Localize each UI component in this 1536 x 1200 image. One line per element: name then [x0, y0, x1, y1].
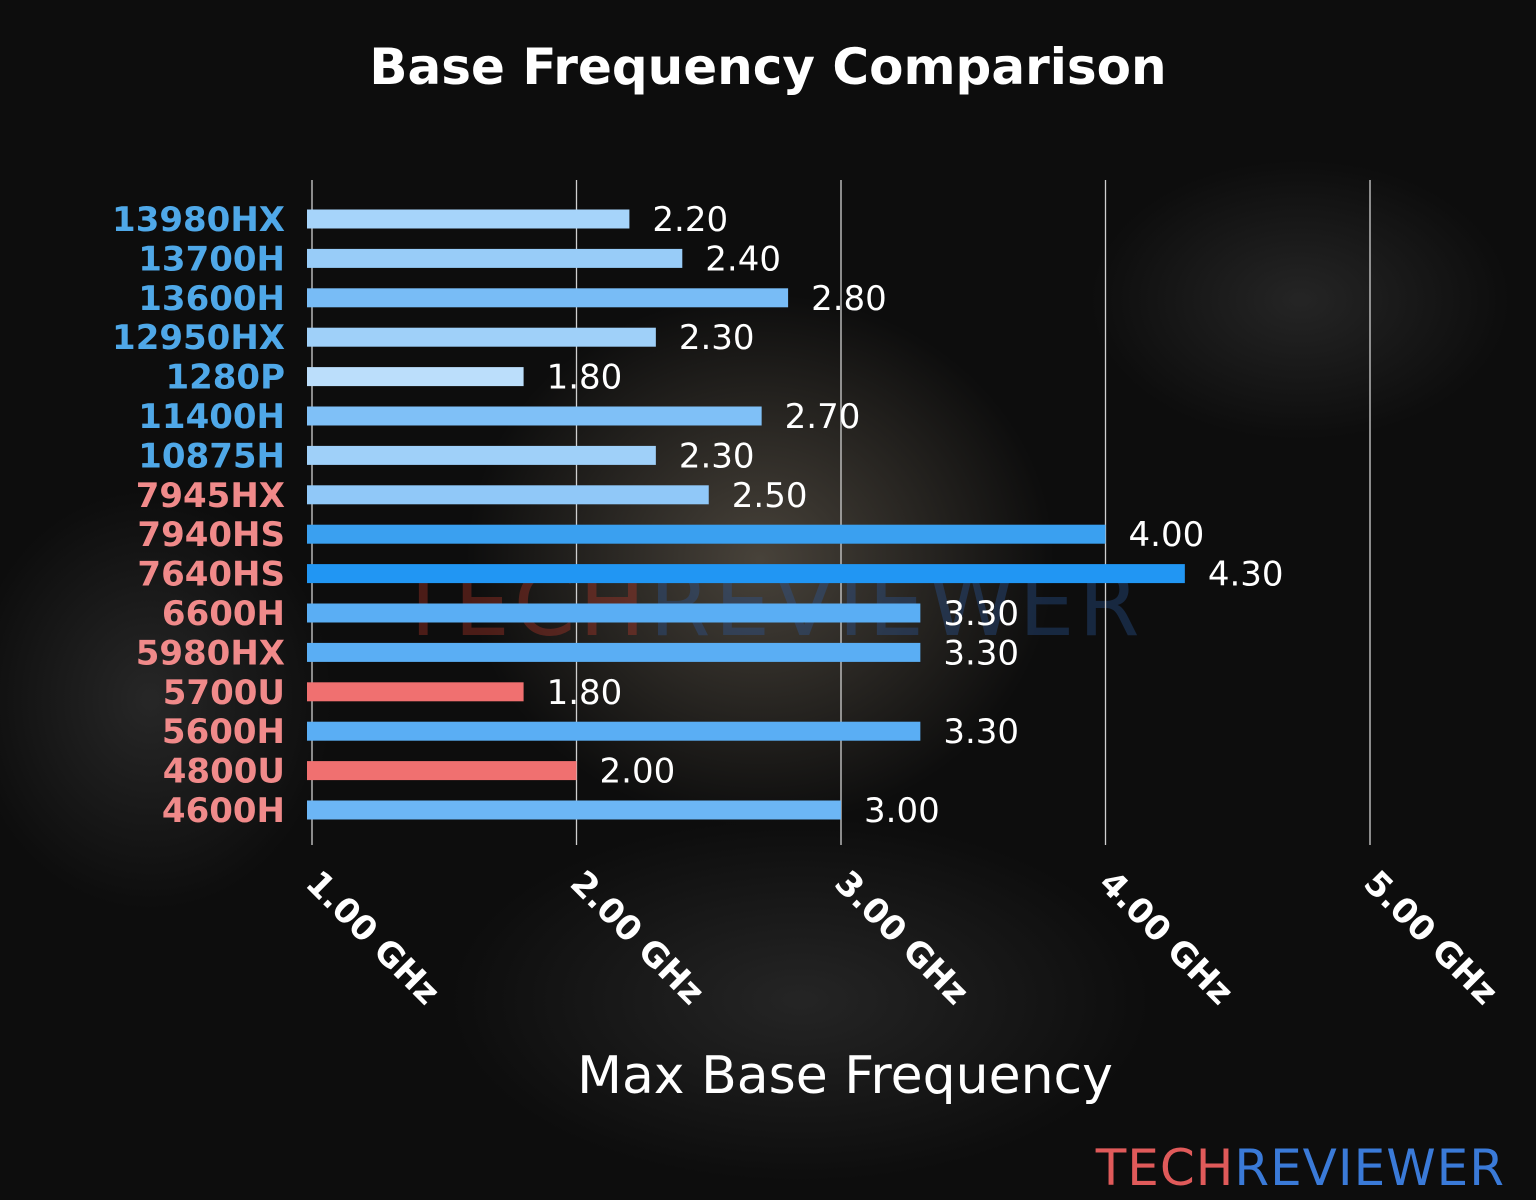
category-label: 7940HS — [137, 515, 285, 555]
value-label: 1.80 — [547, 358, 623, 398]
value-label: 4.30 — [1208, 555, 1284, 595]
value-label: 2.20 — [652, 200, 728, 240]
category-label: 6600H — [162, 594, 285, 634]
value-label: 3.30 — [943, 633, 1019, 673]
bar — [307, 564, 1185, 584]
bar — [307, 248, 683, 268]
bar — [307, 603, 921, 623]
category-label: 13700H — [138, 239, 285, 279]
x-axis-label: Max Base Frequency — [577, 1046, 1113, 1106]
value-label: 4.00 — [1129, 515, 1205, 555]
value-label: 2.00 — [600, 752, 676, 792]
bar — [307, 288, 789, 308]
value-label: 3.00 — [864, 791, 940, 831]
bar — [307, 445, 656, 465]
category-label: 7640HS — [137, 555, 285, 595]
value-label: 2.30 — [679, 436, 755, 476]
value-label: 2.50 — [732, 476, 808, 516]
bar — [307, 642, 921, 662]
category-label: 4800U — [163, 752, 285, 792]
x-tick-label: 1.00 GHz — [298, 863, 448, 1013]
bar — [307, 761, 577, 781]
x-tick-label: 5.00 GHz — [1356, 863, 1506, 1013]
value-label: 3.30 — [943, 712, 1019, 752]
value-label: 2.40 — [705, 239, 781, 279]
category-label: 11400H — [138, 397, 285, 437]
category-label: 12950HX — [112, 318, 285, 358]
logo-part1: TECH — [1095, 1139, 1235, 1197]
bar — [307, 721, 921, 741]
bar — [307, 682, 524, 702]
category-label: 10875H — [138, 436, 285, 476]
category-label: 7945HX — [136, 476, 285, 516]
category-label: 13600H — [138, 279, 285, 319]
bar — [307, 209, 630, 229]
value-label: 2.80 — [811, 279, 887, 319]
bar — [307, 485, 709, 505]
category-label: 1280P — [165, 358, 285, 398]
x-tick-label: 2.00 GHz — [562, 863, 712, 1013]
bar — [307, 524, 1106, 544]
category-label: 5600H — [162, 712, 285, 752]
x-tick-label: 4.00 GHz — [1091, 863, 1241, 1013]
category-label: 13980HX — [112, 200, 285, 240]
value-label: 3.30 — [943, 594, 1019, 634]
value-label: 1.80 — [547, 673, 623, 713]
x-tick-label: 3.00 GHz — [827, 863, 977, 1013]
bar — [307, 367, 524, 387]
category-label: 5980HX — [136, 633, 285, 673]
value-label: 2.30 — [679, 318, 755, 358]
category-label: 5700U — [163, 673, 285, 713]
bar — [307, 327, 656, 347]
value-label: 2.70 — [785, 397, 861, 437]
logo: TECHREVIEWER — [1095, 1139, 1505, 1197]
logo-part2: REVIEWER — [1234, 1139, 1505, 1197]
chart-title: Base Frequency Comparison — [369, 38, 1166, 96]
bar — [307, 406, 762, 426]
bar — [307, 800, 841, 820]
category-label: 4600H — [162, 791, 285, 831]
